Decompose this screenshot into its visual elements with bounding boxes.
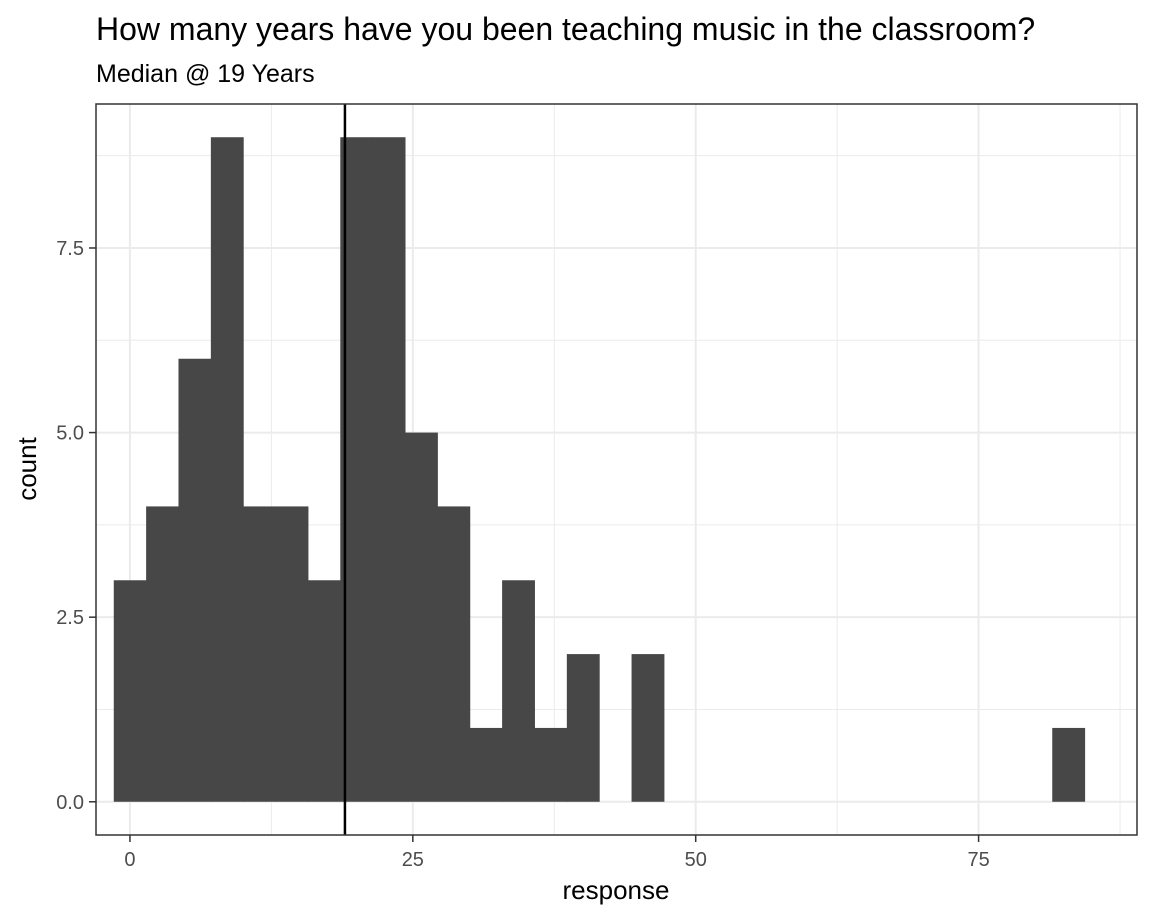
- x-tick-label: 50: [685, 849, 707, 871]
- x-tick-label: 0: [124, 849, 135, 871]
- histogram-bar: [469, 727, 503, 802]
- histogram-bar: [631, 654, 665, 802]
- histogram-bar: [243, 506, 277, 802]
- plot-border: [95, 103, 1138, 836]
- histogram-bar: [372, 137, 406, 802]
- chart-subtitle: Median @ 19 Years: [96, 60, 315, 88]
- histogram-bar: [405, 432, 438, 802]
- x-tick-label: 75: [967, 849, 989, 871]
- histogram-bar: [178, 358, 212, 802]
- y-tick-label: 7.5: [56, 238, 84, 260]
- y-tick-label: 0.0: [56, 792, 84, 814]
- plot-area: [95, 103, 1138, 836]
- histogram-bar: [113, 580, 147, 802]
- histogram-bar: [210, 137, 244, 802]
- histogram-bar: [146, 506, 179, 802]
- histogram-bar: [566, 654, 600, 802]
- y-tick-label: 2.5: [56, 607, 84, 629]
- x-tick-label: 25: [402, 849, 424, 871]
- histogram-bar: [275, 506, 309, 802]
- histogram-bar: [437, 506, 471, 802]
- y-tick-label: 5.0: [56, 423, 84, 445]
- x-axis: 0 25 50 75: [124, 835, 990, 871]
- chart-title: How many years have you been teaching mu…: [96, 11, 1035, 47]
- histogram-bar: [502, 580, 535, 802]
- histogram-bar: [1052, 727, 1086, 802]
- x-axis-title: response: [563, 875, 670, 905]
- y-axis: 0.0 2.5 5.0 7.5: [56, 238, 96, 814]
- histogram-bar: [534, 727, 568, 802]
- y-axis-title: count: [12, 436, 42, 500]
- histogram-bar: [307, 580, 341, 802]
